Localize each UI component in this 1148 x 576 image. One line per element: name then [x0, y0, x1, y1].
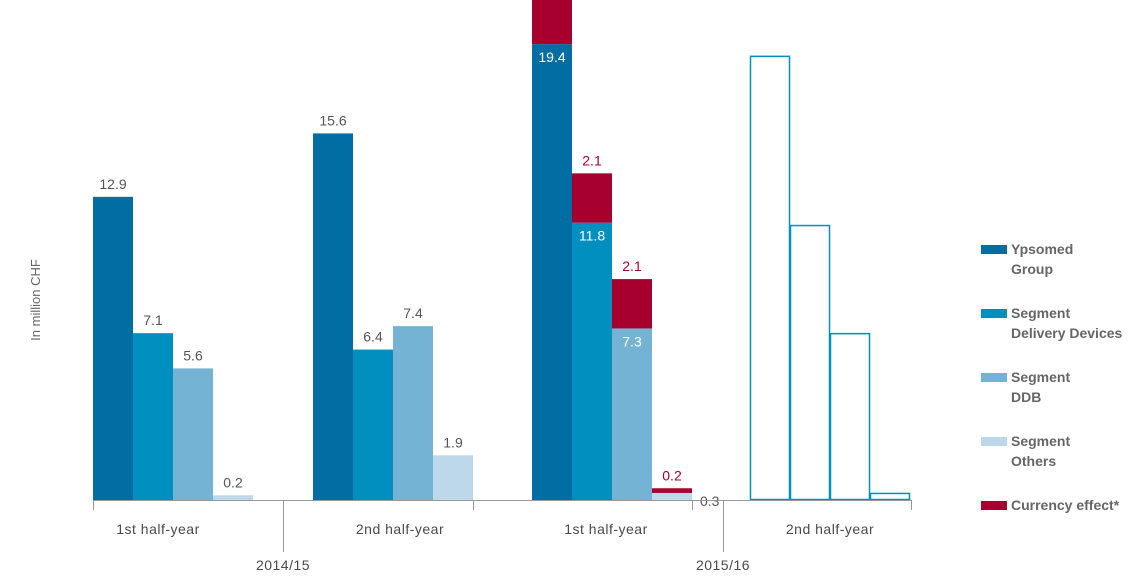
outline-bar-1 [789, 224, 831, 501]
bar-value-label: 7.3 [622, 333, 642, 349]
legend-swatch [981, 373, 1007, 382]
period-label: 1st half-year [564, 521, 648, 537]
bar-value-label: 15.6 [319, 112, 346, 128]
currency-effect-bar-2-2 [612, 279, 652, 329]
bar-value-label: 0.2 [223, 474, 243, 490]
bar-1-1 [353, 349, 393, 500]
value-labels-group: 12.915.64.519.47.16.42.111.85.67.42.17.3… [99, 49, 719, 509]
bar-value-label: 7.4 [403, 305, 423, 321]
year-label: 2015/16 [696, 557, 750, 573]
period-label: 1st half-year [116, 521, 200, 537]
currency-effect-bar-1-2 [572, 173, 612, 223]
legend: Ypsomed Group Segment Delivery Devices Segme… [981, 241, 1123, 513]
year-label: 2014/15 [256, 557, 310, 573]
bar-value-label: 19.4 [538, 49, 565, 65]
bar-3-0 [213, 495, 253, 500]
bar-value-label: 1.9 [443, 434, 463, 450]
bars-group [93, 0, 911, 501]
period-label: 2nd half-year [356, 521, 444, 537]
bar-0-1 [313, 133, 353, 500]
currency-effect-label: 2.1 [622, 258, 642, 274]
bar-value-label: 6.4 [363, 329, 383, 345]
legend-label: Segment Others [1011, 433, 1070, 469]
legend-swatch [981, 501, 1007, 510]
outline-bar-3 [869, 492, 911, 501]
period-label: 2nd half-year [786, 521, 874, 537]
legend-swatch [981, 309, 1007, 318]
legend-label: Segment Delivery Devices [1011, 305, 1123, 341]
bar-2-2 [612, 328, 652, 500]
bar-value-label: 7.1 [143, 312, 163, 328]
legend-swatch [981, 245, 1007, 254]
bar-value-label: 11.8 [579, 228, 605, 244]
y-axis-label: In million CHF [28, 259, 43, 341]
bar-1-0 [133, 333, 173, 500]
bar-value-label: 5.6 [183, 347, 203, 363]
legend-swatch [981, 437, 1007, 446]
bar-0-2 [532, 44, 572, 500]
outline-bar-2 [829, 332, 871, 501]
currency-effect-bar-0-2 [532, 0, 572, 45]
currency-effect-label: 0.2 [662, 467, 682, 483]
x-axis: 1st half-year 2nd half-year 1st half-year 2… [93, 500, 912, 573]
legend-label: Currency effect* [1011, 497, 1120, 513]
bar-value-label: 12.9 [99, 176, 126, 192]
legend-label: Ypsomed Group [1011, 241, 1073, 277]
currency-effect-label: 2.1 [582, 152, 602, 168]
bar-1-2 [572, 222, 612, 500]
bar-3-2 [652, 492, 692, 500]
currency-effect-bar-3-2 [652, 488, 692, 493]
bar-3-1 [433, 455, 473, 500]
legend-label: Segment DDB [1011, 369, 1070, 405]
bar-0-0 [93, 196, 133, 500]
outline-bar-0 [749, 55, 791, 501]
bar-2-1 [393, 326, 433, 500]
bar-2-0 [173, 368, 213, 500]
